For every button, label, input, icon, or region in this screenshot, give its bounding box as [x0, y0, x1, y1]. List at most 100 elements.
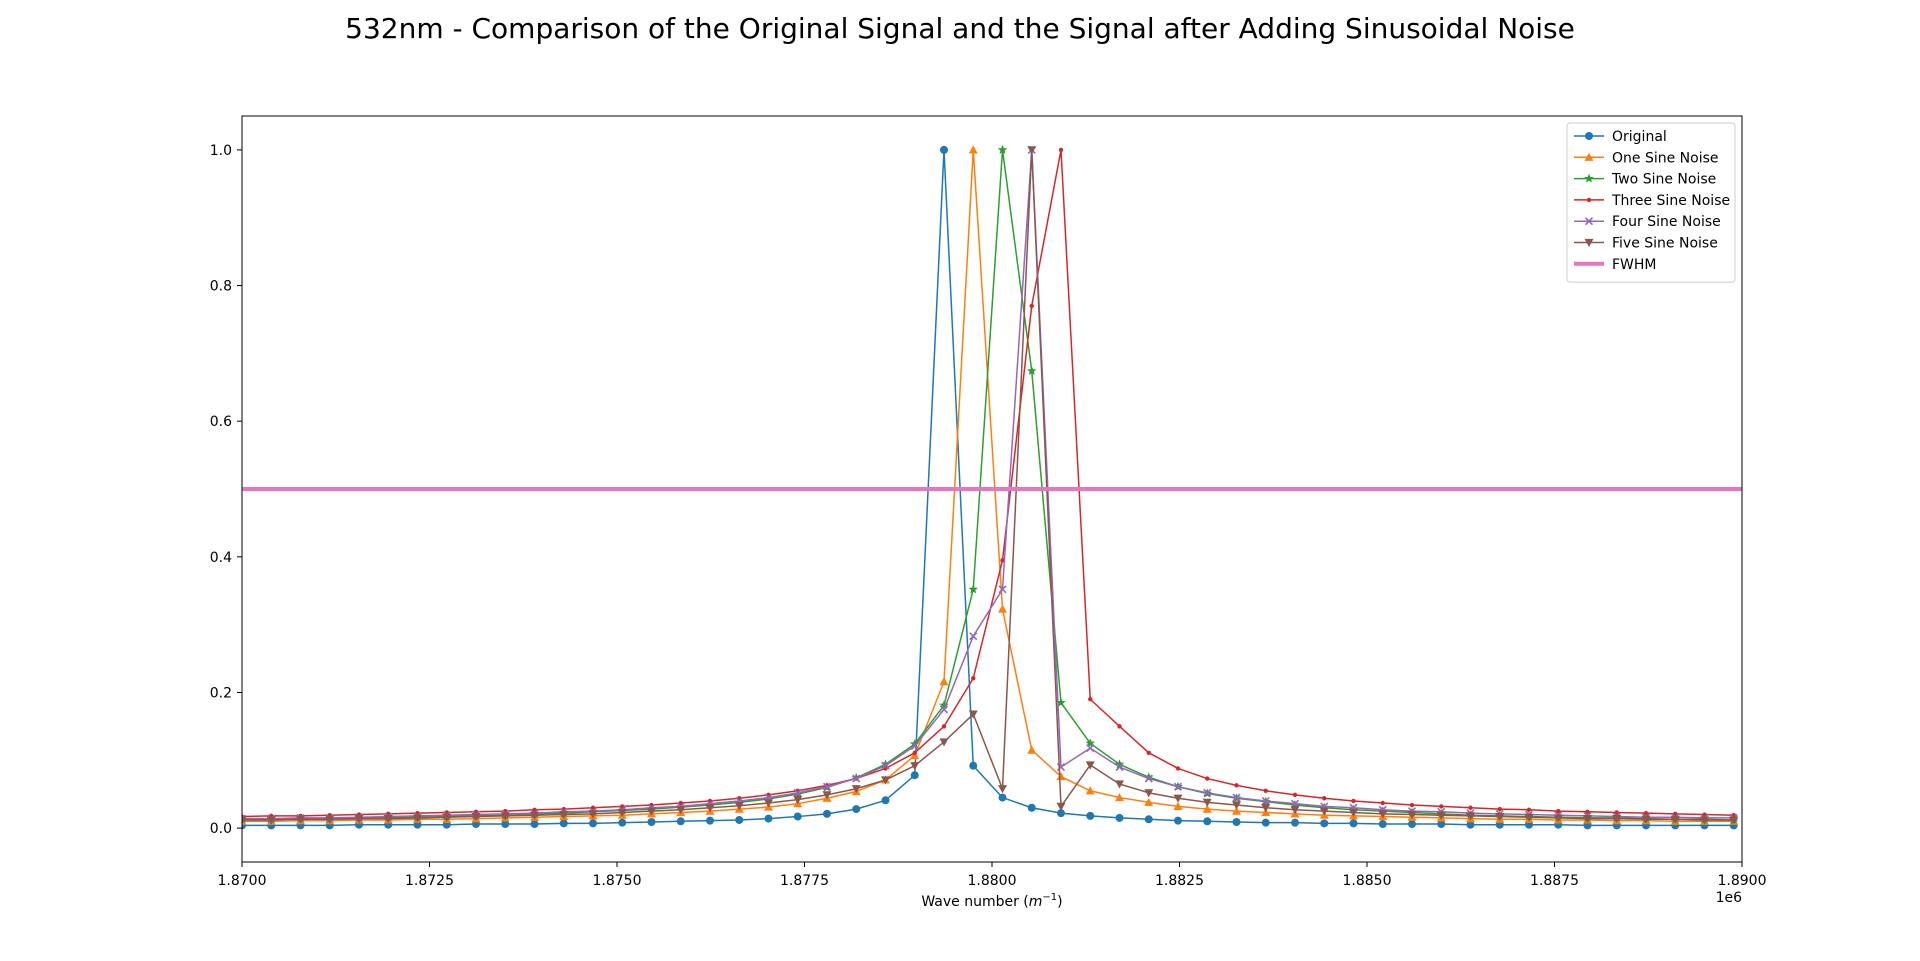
data-point	[1407, 810, 1417, 820]
data-point	[1643, 810, 1649, 816]
data-point	[1378, 820, 1387, 829]
series-three-sine-noise	[242, 147, 1736, 819]
x-tick-label: 1.8875	[1530, 873, 1579, 889]
data-point	[1261, 804, 1271, 813]
data-point	[1027, 146, 1037, 155]
x-tick-label: 1.8775	[780, 873, 829, 889]
data-point	[1146, 750, 1151, 756]
data-point	[939, 677, 949, 686]
data-point	[1173, 782, 1183, 791]
data-point	[1173, 801, 1183, 810]
data-point	[1526, 807, 1532, 812]
legend-entry: Five Sine Noise	[1574, 236, 1718, 252]
data-point	[242, 814, 247, 823]
data-point	[1263, 788, 1268, 793]
data-point	[971, 676, 976, 681]
legend-box	[1566, 122, 1736, 283]
data-point	[1700, 816, 1709, 825]
data-point	[1673, 811, 1678, 817]
x-axis-label: Wave number (m−1)	[921, 892, 1062, 910]
data-point	[1378, 810, 1388, 819]
data-point	[1232, 817, 1241, 826]
data-point	[1614, 810, 1619, 815]
data-point	[764, 814, 773, 823]
data-point	[1408, 820, 1416, 829]
data-point	[734, 802, 744, 811]
data-point	[881, 761, 890, 770]
data-point	[969, 761, 978, 770]
chart-title: 532nm - Comparison of the Original Signa…	[345, 12, 1575, 45]
data-point	[1057, 809, 1065, 818]
data-point	[442, 813, 452, 822]
data-point	[969, 632, 978, 641]
data-point	[1203, 788, 1212, 797]
data-point	[852, 774, 861, 783]
legend: Original One Sine Noise Two Sine Noise Thre…	[1566, 122, 1736, 283]
data-point	[910, 771, 919, 780]
legend-label: Four Sine Noise	[1612, 214, 1721, 230]
legend-entry: Two Sine Noise	[1574, 172, 1716, 188]
series-line	[242, 149, 1734, 818]
data-point	[968, 145, 978, 154]
x-tick-label: 1.8850	[1343, 873, 1392, 889]
data-point	[1056, 802, 1066, 811]
data-point	[793, 788, 802, 797]
data-point	[997, 144, 1008, 154]
data-point	[823, 809, 831, 818]
data-point	[1556, 808, 1561, 814]
series-layer	[242, 144, 1742, 830]
data-point	[910, 741, 919, 751]
legend-marker	[1584, 173, 1594, 183]
data-point	[1056, 772, 1066, 781]
data-point	[471, 812, 481, 822]
data-point	[998, 585, 1007, 594]
data-point	[1553, 814, 1563, 823]
data-point	[1115, 780, 1124, 789]
data-point	[939, 705, 949, 714]
data-point	[968, 710, 978, 719]
data-point	[559, 810, 569, 820]
data-point	[1261, 796, 1270, 806]
data-point	[1409, 802, 1415, 808]
data-point	[588, 810, 598, 819]
data-point	[1117, 724, 1122, 729]
series-line	[242, 149, 1734, 827]
data-point	[530, 820, 539, 829]
series-line	[242, 149, 1734, 821]
data-point	[1380, 800, 1385, 806]
data-point	[1612, 814, 1622, 824]
data-point	[1349, 819, 1358, 828]
data-point	[1026, 366, 1037, 376]
data-point	[1261, 818, 1270, 827]
data-point	[1027, 803, 1036, 812]
series-one-sine-noise	[242, 145, 1739, 825]
data-point	[1173, 794, 1183, 803]
data-point	[705, 804, 715, 813]
data-point	[1322, 796, 1327, 801]
data-point	[296, 815, 305, 824]
data-point	[910, 762, 920, 771]
data-point	[1583, 814, 1592, 824]
x-tick-label: 1.8700	[218, 873, 267, 889]
data-point	[1437, 820, 1446, 829]
data-point	[242, 816, 247, 825]
legend-marker	[1584, 217, 1594, 226]
data-point	[532, 807, 537, 812]
data-point	[589, 819, 597, 828]
data-point	[793, 812, 802, 821]
y-tick-label: 0.6	[210, 414, 232, 430]
data-point	[1114, 759, 1125, 769]
data-point	[530, 811, 539, 820]
data-point	[1088, 697, 1093, 702]
data-point	[1115, 762, 1124, 772]
x-tick-label: 1.8725	[405, 873, 454, 889]
series-two-sine-noise	[242, 144, 1739, 824]
data-point	[1143, 772, 1154, 782]
data-point	[852, 805, 861, 814]
data-point	[1202, 804, 1212, 813]
data-point	[1027, 745, 1037, 754]
data-point	[1319, 807, 1329, 816]
data-point	[998, 793, 1007, 802]
data-point	[559, 819, 568, 828]
